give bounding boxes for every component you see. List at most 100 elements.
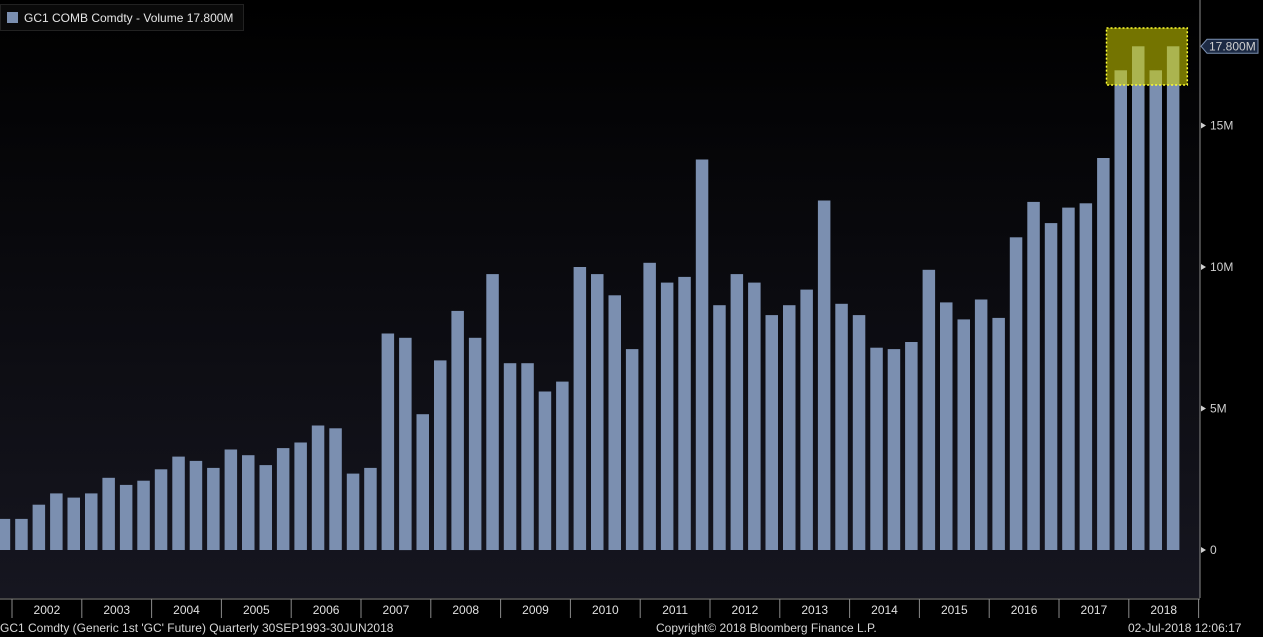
volume-bar [1044,223,1058,550]
volume-bar [730,274,744,550]
volume-bar [311,425,325,550]
volume-bar [748,282,761,550]
last-value-badge [1200,38,1259,54]
volume-bar [817,200,831,550]
volume-bar [800,289,813,550]
volume-bar-chart: 0 5M 10M 15M 17.800M 2002 2003 2004 2005 2006 200… [0,0,1259,618]
volume-bar [451,310,464,550]
volume-bar [15,518,28,550]
volume-bar [625,349,639,550]
x-tick-label: 2008 [452,603,479,617]
volume-bar [189,460,203,550]
volume-bar [1027,201,1040,550]
y-tick-label: 15M [1210,119,1233,133]
footer-timestamp: 02-Jul-2018 12:06:17 [1128,621,1242,635]
volume-bar [957,319,970,550]
x-tick-label: 2005 [243,603,270,617]
x-tick-label: 2009 [522,603,549,617]
volume-bar [521,363,534,550]
volume-bar [119,484,133,550]
x-tick-label: 2003 [103,603,130,617]
footer-copyright: Copyright© 2018 Bloomberg Finance L.P. [656,621,877,635]
volume-bar [1114,70,1127,551]
volume-bar [346,473,360,550]
chart-footer: GC1 Comdty (Generic 1st 'GC' Future) Qua… [0,620,1263,637]
legend-text: GC1 COMB Comdty - Volume 17.800M [24,10,234,25]
volume-bar [1062,207,1075,550]
volume-bar [852,315,866,550]
y-tick-mark [1201,405,1206,412]
volume-bar [556,381,569,550]
volume-bar [468,337,482,551]
last-value-label: 17.800M [1209,39,1256,53]
volume-bar [50,493,63,550]
volume-bar [1166,46,1180,551]
volume-bar [276,448,290,550]
volume-bar [765,315,778,550]
y-tick-label: 5M [1210,402,1227,416]
volume-bar [713,305,726,550]
volume-bar [399,337,412,551]
volume-bar [416,414,429,550]
volume-bar [224,449,238,550]
volume-bar [102,477,115,550]
volume-bar [364,467,377,550]
footer-security-info: GC1 Comdty (Generic 1st 'GC' Future) Qua… [0,621,394,635]
volume-bar [172,456,185,550]
x-tick-label: 2007 [383,603,410,617]
x-tick-label: 2010 [592,603,619,617]
volume-bar [608,295,621,550]
volume-bar [486,274,499,550]
x-tick-label: 2002 [34,603,61,617]
volume-bar [992,317,1005,550]
volume-bar [660,282,674,550]
volume-bar [503,363,517,550]
volume-bar [940,302,953,550]
volume-bar [1079,203,1093,551]
volume-bar [67,497,80,550]
chart-legend: GC1 COMB Comdty - Volume 17.800M [0,4,245,31]
volume-bar [207,467,220,550]
volume-bar [887,349,901,550]
volume-bar [242,455,255,550]
x-tick-label: 2006 [313,603,340,617]
volume-bar [329,428,342,550]
highlight-box [1105,27,1189,86]
legend-swatch [7,12,18,23]
y-tick-mark [1201,547,1206,553]
volume-bar [1149,70,1162,551]
volume-bar [0,518,11,550]
volume-bar [32,504,46,550]
y-tick-mark [1201,122,1206,129]
x-tick-label: 2014 [871,603,898,617]
volume-bar [259,465,272,550]
y-tick-label: 0 [1210,543,1217,557]
x-tick-label: 2016 [1011,603,1038,617]
x-tick-label: 2011 [662,603,688,617]
y-tick-label: 10M [1210,260,1233,274]
volume-bar [678,276,691,550]
volume-bar [974,299,988,550]
volume-bar [1009,237,1023,551]
x-tick-label: 2017 [1081,603,1108,617]
volume-bar [591,274,604,550]
y-tick-mark [1201,264,1206,270]
volume-bar [85,493,98,550]
volume-bar [922,269,936,550]
volume-bar [870,347,883,550]
volume-bar [905,342,918,550]
volume-bar [835,303,848,550]
volume-bar [573,267,587,550]
volume-bar [1132,46,1145,551]
volume-bar [294,442,307,550]
volume-bar [783,305,796,550]
volume-bar [538,391,552,550]
volume-bar [643,262,656,550]
x-tick-label: 2004 [173,603,200,617]
x-tick-label: 2012 [732,603,759,617]
volume-bar [381,333,395,550]
volume-bar [695,159,709,550]
x-tick-label: 2018 [1150,603,1177,617]
x-tick-label: 2015 [941,603,968,617]
volume-bar [434,360,447,550]
